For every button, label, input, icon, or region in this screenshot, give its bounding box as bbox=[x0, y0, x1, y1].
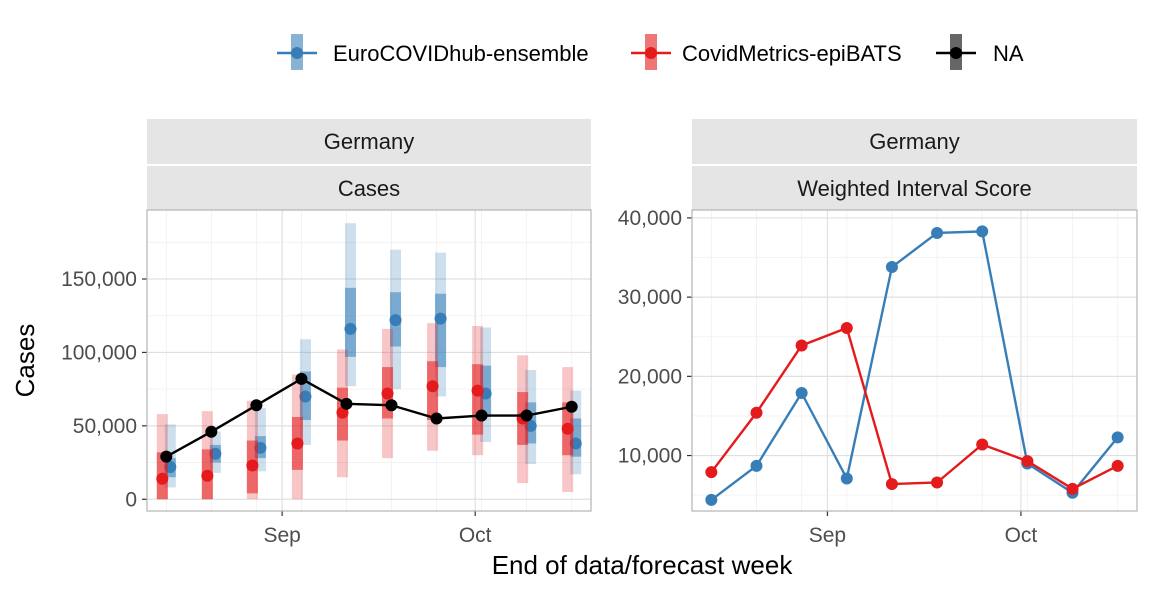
x-tick-label: Oct bbox=[1005, 524, 1038, 547]
data-point bbox=[381, 387, 394, 400]
series-line bbox=[165, 377, 572, 458]
data-point bbox=[840, 472, 853, 485]
facet-label-top: Germany bbox=[324, 129, 414, 154]
data-point bbox=[1111, 431, 1124, 444]
facet-strip-bottom bbox=[147, 166, 591, 210]
legend-key-point bbox=[950, 47, 962, 59]
data-point bbox=[885, 478, 898, 491]
data-point bbox=[246, 459, 259, 472]
legend-label: NA bbox=[993, 41, 1024, 66]
series-line bbox=[710, 230, 1119, 501]
interval-50-bar bbox=[435, 293, 447, 368]
facet-strip-bottom bbox=[692, 166, 1137, 210]
facet-label-bottom: Cases bbox=[338, 176, 400, 201]
facet-label-top: Germany bbox=[869, 129, 959, 154]
series-na bbox=[160, 372, 578, 463]
data-point bbox=[561, 422, 574, 435]
data-point bbox=[475, 409, 488, 422]
data-point bbox=[931, 226, 944, 239]
legend-key-point bbox=[291, 47, 303, 59]
facet-label-bottom: Weighted Interval Score bbox=[797, 176, 1031, 201]
panel-background bbox=[147, 210, 591, 511]
y-tick-label: 20,000 bbox=[618, 365, 682, 388]
panel-cases: Germany Cases 0 50,000 100,000 150,000 Sep Oct C… bbox=[10, 119, 592, 547]
data-point bbox=[291, 437, 304, 450]
y-tick-label: 100,000 bbox=[61, 341, 137, 364]
data-point bbox=[1021, 455, 1034, 468]
x-tick-label: Sep bbox=[809, 524, 846, 547]
data-point bbox=[705, 466, 718, 479]
y-tick-label: 150,000 bbox=[61, 268, 137, 291]
data-point bbox=[201, 469, 214, 482]
legend-item: CovidMetrics-epiBATS bbox=[631, 34, 902, 70]
data-point bbox=[389, 314, 402, 327]
facet-strip-top bbox=[692, 119, 1137, 164]
y-tick-label: 40,000 bbox=[618, 207, 682, 230]
data-point bbox=[250, 399, 263, 412]
y-tick-label: 50,000 bbox=[73, 415, 137, 438]
interval-50-bar bbox=[344, 287, 356, 357]
interval-50-bar bbox=[472, 364, 484, 435]
panel-wis: Germany Weighted Interval Score 10,000 20,0… bbox=[618, 119, 1138, 547]
data-point bbox=[295, 372, 308, 385]
data-point bbox=[705, 493, 718, 506]
data-point bbox=[299, 390, 312, 403]
data-point bbox=[1111, 459, 1124, 472]
data-point bbox=[340, 397, 353, 410]
data-point bbox=[426, 380, 439, 393]
y-tick-label: 0 bbox=[125, 488, 137, 511]
data-point bbox=[565, 400, 578, 413]
data-point bbox=[471, 384, 484, 397]
y-tick-label: 30,000 bbox=[618, 286, 682, 309]
legend: EuroCOVIDhub-ensemble CovidMetrics-epiBAT… bbox=[277, 34, 1024, 70]
data-point bbox=[840, 322, 853, 335]
y-axis-title: Cases bbox=[10, 324, 40, 398]
data-point bbox=[750, 406, 763, 419]
data-point bbox=[795, 386, 808, 399]
data-point bbox=[344, 322, 357, 335]
facet-strip-top bbox=[147, 119, 591, 164]
x-tick-label: Sep bbox=[263, 524, 300, 547]
data-point bbox=[885, 261, 898, 274]
legend-key-point bbox=[645, 47, 657, 59]
data-point bbox=[795, 339, 808, 352]
y-tick-label: 10,000 bbox=[618, 445, 682, 468]
data-point bbox=[750, 459, 763, 472]
series-covidmetrics-epibats bbox=[705, 322, 1124, 495]
legend-item: NA bbox=[936, 34, 1024, 70]
panel-background bbox=[692, 210, 1137, 511]
legend-item: EuroCOVIDhub-ensemble bbox=[277, 34, 589, 70]
data-point bbox=[434, 312, 447, 325]
series-line bbox=[710, 326, 1119, 491]
data-point bbox=[205, 425, 218, 438]
legend-label: CovidMetrics-epiBATS bbox=[682, 41, 902, 66]
legend-label: EuroCOVIDhub-ensemble bbox=[333, 41, 589, 66]
x-axis-title: End of data/forecast week bbox=[492, 550, 794, 580]
data-point bbox=[931, 476, 944, 489]
data-point bbox=[976, 438, 989, 451]
data-point bbox=[430, 412, 443, 425]
data-point bbox=[156, 472, 169, 485]
data-point bbox=[976, 225, 989, 238]
series-eurocovidhub-ensemble bbox=[705, 225, 1124, 506]
panel-border bbox=[146, 209, 592, 512]
panel-border bbox=[691, 209, 1138, 512]
data-point bbox=[520, 409, 533, 422]
data-point bbox=[1066, 482, 1079, 495]
data-point bbox=[160, 450, 173, 463]
data-point bbox=[385, 399, 398, 412]
x-tick-label: Oct bbox=[459, 524, 492, 547]
